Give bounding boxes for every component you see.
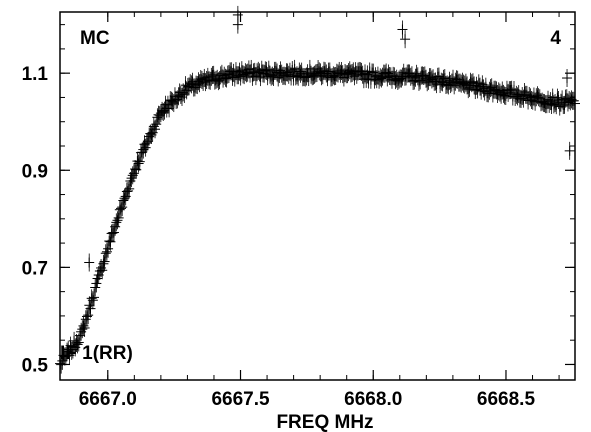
- outlier-point: [232, 15, 243, 34]
- plot-frame: [59, 11, 576, 381]
- y-tick-label: 0.9: [22, 161, 48, 182]
- data-point: [87, 291, 98, 310]
- data-point: [150, 120, 161, 139]
- x-axis-label: FREQ MHz: [276, 412, 373, 432]
- data-point: [151, 115, 162, 134]
- x-tick-label: 6667.5: [211, 389, 270, 410]
- data-point: [85, 299, 96, 318]
- annotation-top-left: MC: [80, 28, 110, 49]
- data-point: [83, 306, 94, 325]
- data-point: [105, 232, 116, 251]
- data-point: [78, 316, 89, 335]
- y-tick-label: 0.7: [22, 258, 48, 279]
- x-axis: 6667.0 6667.5 6668.0 6668.5: [79, 12, 560, 410]
- data-point: [124, 179, 135, 198]
- outlier-point: [564, 141, 575, 160]
- data-point: [73, 333, 84, 352]
- data-point: [123, 181, 134, 200]
- data-point: [90, 278, 101, 297]
- data-point: [89, 288, 100, 307]
- y-tick-label: 0.5: [22, 355, 49, 376]
- outlier-point: [562, 69, 573, 88]
- data-series: [55, 5, 580, 374]
- data-point: [118, 191, 129, 210]
- data-point: [97, 261, 108, 280]
- y-axis: 0.5 0.7 0.9 1.1: [22, 24, 575, 376]
- data-point: [86, 289, 97, 308]
- data-point: [79, 318, 90, 337]
- data-point: [113, 208, 124, 227]
- data-point: [99, 252, 110, 271]
- annotation-bottom-left: IF 1(RR): [60, 343, 133, 364]
- data-point: [148, 117, 159, 136]
- data-point: [112, 211, 123, 230]
- x-tick-label: 6668.0: [344, 389, 402, 410]
- annotation-top-right: 4: [550, 28, 561, 49]
- data-point: [117, 198, 128, 217]
- data-point: [134, 152, 145, 171]
- outlier-point: [397, 20, 408, 39]
- data-point: [116, 199, 127, 218]
- data-point: [98, 254, 109, 273]
- data-point: [111, 213, 122, 232]
- data-point: [114, 200, 125, 219]
- data-point: [126, 169, 137, 188]
- data-point: [91, 274, 102, 293]
- x-tick-label: 6667.0: [79, 389, 137, 410]
- data-point: [80, 310, 91, 329]
- outlier-point: [84, 253, 95, 272]
- x-tick-label: 6668.5: [477, 389, 536, 410]
- data-point: [100, 244, 111, 263]
- plot-area: [59, 11, 576, 381]
- outlier-point: [400, 30, 411, 49]
- data-point: [133, 154, 144, 173]
- data-point: [72, 335, 83, 354]
- y-tick-label: 1.1: [22, 64, 49, 85]
- data-point: [103, 239, 114, 258]
